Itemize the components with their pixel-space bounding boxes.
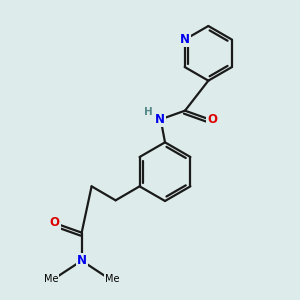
Text: H: H <box>144 107 152 117</box>
Text: Me: Me <box>105 274 119 284</box>
Text: N: N <box>180 33 190 46</box>
Text: O: O <box>50 216 60 229</box>
Text: N: N <box>77 254 87 267</box>
Text: Me: Me <box>44 274 58 284</box>
Text: O: O <box>207 113 217 126</box>
Text: N: N <box>155 113 165 126</box>
